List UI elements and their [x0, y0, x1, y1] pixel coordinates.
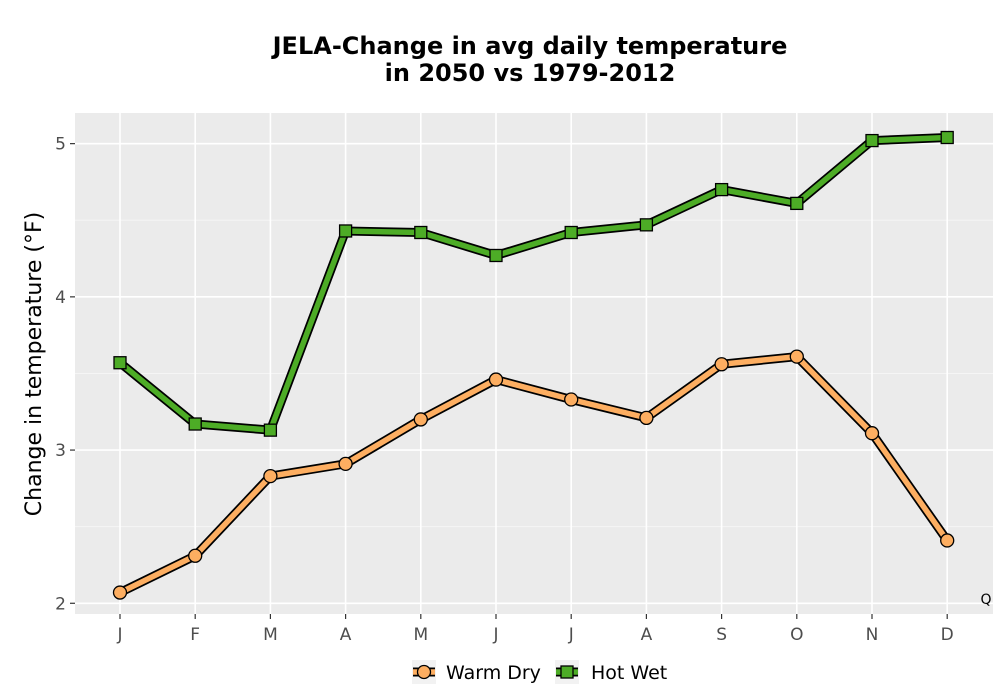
data-point-warm-dry	[564, 392, 579, 407]
data-point-warm-dry	[338, 456, 353, 472]
data-point-hot-wet	[639, 218, 654, 232]
data-point-warm-dry	[639, 410, 654, 426]
axis-layer: 2 3 4 5 J F M A M J J A S O N D	[55, 135, 954, 645]
data-point-warm-dry	[864, 426, 880, 441]
data-point-hot-wet	[940, 130, 954, 145]
x-tick-label: S	[716, 625, 727, 645]
y-tick-label: 2	[55, 594, 66, 614]
data-point-hot-wet	[338, 224, 353, 238]
data-point-warm-dry	[112, 585, 128, 600]
data-point-warm-dry	[413, 412, 428, 427]
x-tick-label: M	[263, 625, 278, 645]
data-point-hot-wet	[714, 182, 729, 197]
legend: Warm Dry Hot Wet	[412, 660, 667, 684]
legend-marker-warm-dry	[416, 664, 432, 680]
y-tick-label: 3	[55, 441, 66, 461]
data-point-hot-wet	[414, 225, 428, 240]
x-tick-label: J	[116, 625, 122, 645]
y-tick-label: 4	[55, 288, 66, 308]
x-tick-label: O	[790, 625, 803, 645]
chart-title-line-2: in 2050 vs 1979-2012	[385, 59, 676, 87]
series-line-warm-dry	[118, 353, 950, 596]
legend-label-warm-dry: Warm Dry	[446, 662, 541, 684]
data-point-warm-dry	[940, 533, 955, 548]
data-point-hot-wet	[188, 417, 202, 431]
x-tick-label: F	[190, 625, 200, 645]
data-point-warm-dry	[714, 357, 729, 372]
x-tick-label: N	[866, 625, 879, 645]
data-point-warm-dry	[263, 468, 278, 484]
data-point-hot-wet	[564, 225, 578, 240]
data-point-warm-dry	[188, 548, 203, 563]
x-tick-label: A	[340, 625, 352, 645]
y-axis-label: Change in temperature (°F)	[22, 212, 47, 516]
data-point-hot-wet	[489, 248, 503, 263]
x-tick-label: J	[492, 625, 498, 645]
plot-panel	[75, 113, 993, 614]
x-tick-label: D	[941, 625, 954, 645]
x-tick-label: M	[413, 625, 428, 645]
data-point-hot-wet	[865, 133, 879, 148]
major-gridlines	[75, 113, 993, 614]
data-point-hot-wet	[790, 196, 804, 211]
corner-mark: Q	[980, 592, 991, 608]
legend-marker-hot-wet	[560, 665, 574, 679]
series-line-hot-wet	[118, 134, 948, 433]
y-tick-label: 5	[55, 135, 66, 155]
data-point-hot-wet	[113, 356, 127, 370]
series-layer	[112, 130, 955, 600]
x-tick-label: J	[568, 625, 574, 645]
data-point-warm-dry	[789, 349, 804, 364]
legend-label-hot-wet: Hot Wet	[591, 662, 667, 684]
chart-title-line-1: JELA-Change in avg daily temperature	[271, 32, 788, 60]
data-point-hot-wet	[263, 423, 278, 437]
data-point-warm-dry	[488, 372, 504, 387]
x-tick-label: A	[641, 625, 653, 645]
